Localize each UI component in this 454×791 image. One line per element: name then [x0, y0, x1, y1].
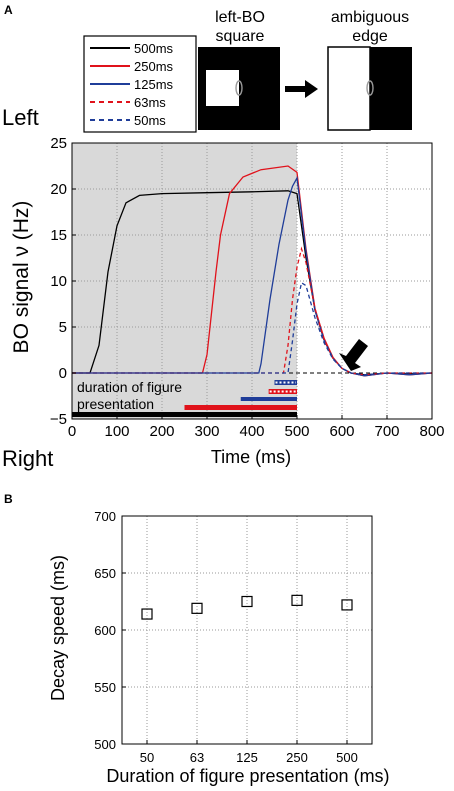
x-tick-label-100: 100	[104, 423, 129, 440]
chart-a-xlabel: Time (ms)	[211, 447, 291, 467]
x-tick-label-800: 800	[419, 423, 444, 440]
duration-bar-50ms	[274, 380, 297, 385]
legend-label-250ms: 250ms	[134, 59, 174, 74]
y-tick-label-650: 650	[94, 566, 116, 581]
x-tick-label-500: 500	[336, 750, 358, 765]
square-label-line2: square	[216, 28, 265, 45]
series-line-50ms	[72, 281, 432, 376]
y-tick-label-20: 20	[50, 181, 67, 198]
y-tick-label-10: 10	[50, 273, 67, 290]
square-receptive-field	[235, 80, 243, 96]
chart-b-ylabel: Decay speed (ms)	[48, 555, 68, 701]
y-tick-label-5: 5	[59, 319, 67, 336]
edge-stimulus-white	[327, 46, 371, 131]
data-point-50	[141, 608, 153, 620]
legend-label-500ms: 500ms	[134, 41, 174, 56]
chart-a-grid	[72, 143, 432, 419]
y-tick-label--5: −5	[50, 411, 67, 428]
legend-label-50ms: 50ms	[134, 113, 166, 128]
chart-b-markers	[141, 594, 353, 620]
y-tick-label-550: 550	[94, 680, 116, 695]
duration-bar-500ms	[72, 412, 297, 417]
chart-b: 50 63 125 250 500 500 550 600 650 700 Duration of…	[48, 509, 390, 786]
data-point-500	[341, 599, 353, 611]
x-tick-label-200: 200	[149, 423, 174, 440]
duration-bars	[72, 380, 297, 417]
chart-a-series	[72, 165, 433, 377]
legend-label-125ms: 125ms	[134, 77, 174, 92]
duration-bar-250ms	[184, 405, 297, 410]
chart-a-ylabel: BO signal ν (Hz)	[10, 201, 33, 354]
data-point-125	[241, 595, 253, 608]
stimulus-schematic: left-BO square ambiguous edge	[198, 9, 412, 131]
data-point-250	[291, 594, 303, 606]
duration-annotation-line2: presentation	[77, 396, 154, 412]
panel-b-label: B	[4, 492, 13, 506]
x-tick-label-125: 125	[236, 750, 258, 765]
edge-receptive-field	[366, 80, 374, 96]
x-tick-label-700: 700	[374, 423, 399, 440]
x-tick-label-400: 400	[239, 423, 264, 440]
chart-b-xlabel: Duration of figure presentation (ms)	[106, 766, 389, 786]
right-side-label: Right	[2, 446, 53, 471]
x-tick-label-250: 250	[286, 750, 308, 765]
x-tick-label-300: 300	[194, 423, 219, 440]
legend: 500ms 250ms 125ms 63ms 50ms	[83, 35, 197, 133]
y-tick-label-700: 700	[94, 509, 116, 524]
x-tick-label-0: 0	[68, 423, 76, 440]
x-tick-label-600: 600	[329, 423, 354, 440]
edge-label-line1: ambiguous	[331, 9, 409, 26]
y-tick-label-15: 15	[50, 227, 67, 244]
decay-arrow-icon	[339, 339, 368, 371]
edge-label-line2: edge	[352, 28, 388, 45]
x-tick-label-63: 63	[190, 750, 204, 765]
x-tick-label-500: 500	[284, 423, 309, 440]
data-point-63	[191, 602, 203, 614]
x-tick-label-50: 50	[140, 750, 154, 765]
duration-annotation-line1: duration of figure	[77, 379, 182, 395]
left-side-label: Left	[2, 105, 39, 130]
chart-b-grid	[122, 516, 372, 744]
transition-arrow-icon	[285, 80, 318, 98]
y-tick-label-25: 25	[50, 135, 67, 152]
y-tick-label-0: 0	[59, 365, 67, 382]
y-tick-label-600: 600	[94, 623, 116, 638]
legend-label-63ms: 63ms	[134, 95, 166, 110]
panel-a-label: A	[4, 3, 13, 17]
square-stimulus-figure	[206, 70, 239, 106]
legend-items: 500ms 250ms 125ms 63ms 50ms	[90, 41, 174, 128]
chart-b-ticks: 50 63 125 250 500 500 550 600 650 700	[94, 509, 358, 765]
square-label-line1: left-BO	[215, 9, 265, 26]
duration-bar-125ms	[240, 397, 297, 401]
y-tick-label-500: 500	[94, 737, 116, 752]
series-line-125ms	[72, 175, 433, 377]
